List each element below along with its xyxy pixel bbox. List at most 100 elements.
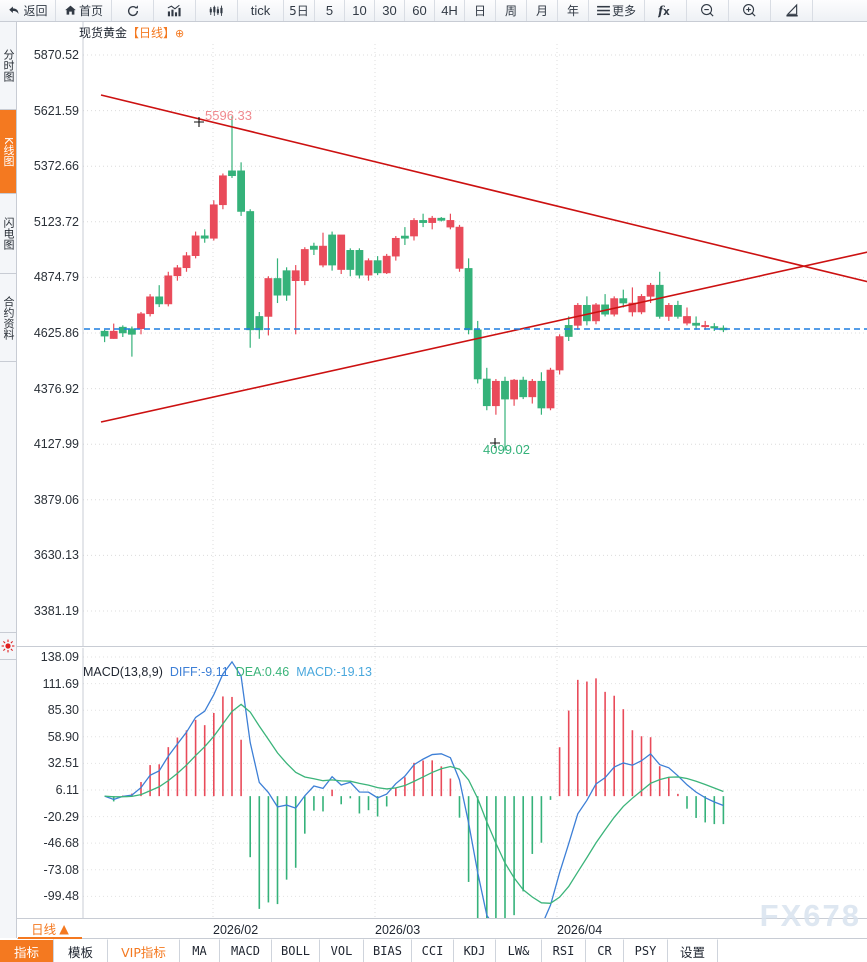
period-day-button-label: 日 (473, 3, 486, 18)
candlestick-button[interactable] (196, 0, 238, 21)
sidebar-item-timeshare-label: 分时图 (2, 49, 15, 82)
indicator-tab-psy[interactable]: PSY (624, 939, 668, 962)
macd-axis-tick: -99.48 (43, 889, 79, 904)
period-4h-button[interactable]: 4H (435, 0, 465, 21)
period-month-button[interactable]: 月 (527, 0, 558, 21)
home-button[interactable]: 首页 (56, 0, 112, 21)
x-axis-tick: 2026/03 (375, 923, 421, 937)
macd-diff-label: DIFF:-9.11 (169, 665, 229, 679)
indicator-tab-macd[interactable]: MACD (220, 939, 272, 962)
home-button-label: 首页 (78, 3, 103, 18)
chart-symbol: 现货黄金 (79, 26, 128, 40)
indicator-tab-ma[interactable]: MA (180, 939, 220, 962)
sidebar-item-kline[interactable]: K线图 (0, 110, 16, 194)
period-tab-daily[interactable]: 日线 ▲ (18, 919, 82, 939)
macd-chart-canvas[interactable] (17, 648, 867, 918)
macd-axis-tick: 58.90 (47, 729, 79, 744)
indicator-tab-boll-label: BOLL (281, 944, 310, 958)
period-30min-button[interactable]: 30 (375, 0, 405, 21)
period-5min-button[interactable]: 5 (315, 0, 345, 21)
tick-button-label: tick (250, 3, 271, 18)
macd-legend: MACD(13,8,9) DIFF:-9.11 DEA:0.46 MACD:-19.1… (83, 665, 379, 679)
sidebar-item-lightning[interactable]: 闪电图 (0, 194, 16, 274)
sidebar-item-contract-label: 合约资料 (2, 295, 15, 340)
period-day-button[interactable]: 日 (465, 0, 496, 21)
period-low-label: 4099.02 (483, 442, 530, 457)
price-chart-pane[interactable]: 现货黄金【日线】⊕ 5870.52 5621.59 5372.66 5123.72 48… (17, 22, 867, 647)
indicator-tab-macd-label: MACD (231, 944, 260, 958)
macd-axis: 138.09 111.69 85.30 58.90 32.51 6.11 -20.29 -46… (17, 648, 83, 918)
indicator-tab-kdj[interactable]: KDJ (454, 939, 496, 962)
svg-text:x: x (663, 6, 670, 18)
draw-tool-button[interactable] (771, 0, 813, 21)
more-button[interactable]: 更多 (589, 0, 645, 21)
x-axis-strip: 日线 ▲ 2026/02 2026/03 2026/04 (17, 918, 867, 939)
zoom-out-icon (700, 3, 715, 18)
indicator-tab-template[interactable]: 模板 (54, 939, 108, 962)
indicator-tab-vip[interactable]: VIP指标 (108, 939, 180, 962)
indicator-tab-cci[interactable]: CCI (412, 939, 454, 962)
price-axis-tick: 5372.66 (33, 159, 79, 174)
period-5day-button[interactable]: 5日 (284, 0, 315, 21)
macd-chart-pane[interactable]: MACD(13,8,9) DIFF:-9.11 DEA:0.46 MACD:-19.1… (17, 648, 867, 918)
indicator-tab-settings-label: 设置 (679, 944, 705, 960)
indicator-tab-zhibiao-label: 指标 (13, 944, 39, 960)
macd-axis-tick: 138.09 (40, 650, 79, 664)
period-60min-button[interactable]: 60 (405, 0, 435, 21)
back-button[interactable]: 返回 (0, 0, 56, 21)
indicator-bar-spacer (718, 939, 867, 962)
chevron-up-icon: ▲ (59, 920, 69, 936)
indicator-tab-vol[interactable]: VOL (320, 939, 364, 962)
zoom-in-button[interactable] (729, 0, 771, 21)
period-60min-button-label: 60 (412, 3, 427, 18)
top-toolbar: 返回 首页 tick 5日 5 10 30 60 4H 日 周 月 年 更多 f x (0, 0, 867, 22)
macd-macd-label: MACD:-19.13 (296, 665, 372, 679)
x-axis-tick: 2026/04 (557, 923, 603, 937)
price-axis-tick: 4127.99 (33, 437, 79, 452)
indicator-tab-rsi-label: RSI (552, 944, 575, 958)
macd-axis-tick: 85.30 (47, 703, 79, 718)
indicator-tab-lw[interactable]: LW& (496, 939, 542, 962)
price-axis: 5870.52 5621.59 5372.66 5123.72 4874.79 4625.… (17, 22, 83, 646)
macd-axis-tick: 32.51 (47, 756, 79, 771)
indicator-tab-zhibiao[interactable]: 指标 (0, 939, 54, 962)
price-axis-tick: 3630.13 (33, 548, 79, 563)
indicator-tab-cr-label: CR (597, 944, 612, 958)
period-year-button-label: 年 (566, 3, 579, 18)
candlestick-icon (209, 4, 225, 18)
refresh-button[interactable] (112, 0, 154, 21)
zoom-out-button[interactable] (687, 0, 729, 21)
period-year-button[interactable]: 年 (558, 0, 589, 21)
macd-axis-tick: -46.68 (43, 836, 79, 851)
period-week-button[interactable]: 周 (496, 0, 527, 21)
indicator-tab-psy-label: PSY (634, 944, 657, 958)
back-arrow-icon (8, 4, 21, 17)
sun-settings-icon[interactable] (0, 632, 16, 660)
indicator-tab-rsi[interactable]: RSI (542, 939, 586, 962)
left-sidebar: 分时图 K线图 闪电图合约资料 (0, 22, 17, 938)
sidebar-item-contract[interactable]: 合约资料 (0, 274, 16, 362)
sidebar-item-timeshare[interactable]: 分时图 (0, 22, 16, 110)
chart-period: 【日线】 (127, 26, 176, 40)
indicator-tab-cr[interactable]: CR (586, 939, 624, 962)
macd-axis-tick: -73.08 (43, 862, 79, 877)
chart-title-marker-icon: ⊕ (175, 27, 185, 40)
period-10min-button-label: 10 (352, 3, 367, 18)
period-5day-button-label: 5日 (289, 3, 309, 18)
period-5min-button-label: 5 (325, 3, 334, 18)
indicator-tab-bias-label: BIAS (373, 944, 402, 958)
price-axis-tick: 4376.92 (33, 381, 79, 396)
indicator-tab-template-label: 模板 (67, 944, 93, 960)
indicator-tab-boll[interactable]: BOLL (272, 939, 320, 962)
indicator-tab-bias[interactable]: BIAS (364, 939, 412, 962)
macd-axis-tick: 6.11 (55, 782, 79, 797)
tick-button[interactable]: tick (238, 0, 284, 21)
price-chart-canvas[interactable] (17, 22, 867, 647)
chart-type-button[interactable] (154, 0, 196, 21)
macd-axis-tick: 111.69 (42, 676, 79, 691)
price-axis-tick: 4874.79 (33, 270, 79, 285)
indicator-tab-settings[interactable]: 设置 (668, 939, 718, 962)
period-10min-button[interactable]: 10 (345, 0, 375, 21)
